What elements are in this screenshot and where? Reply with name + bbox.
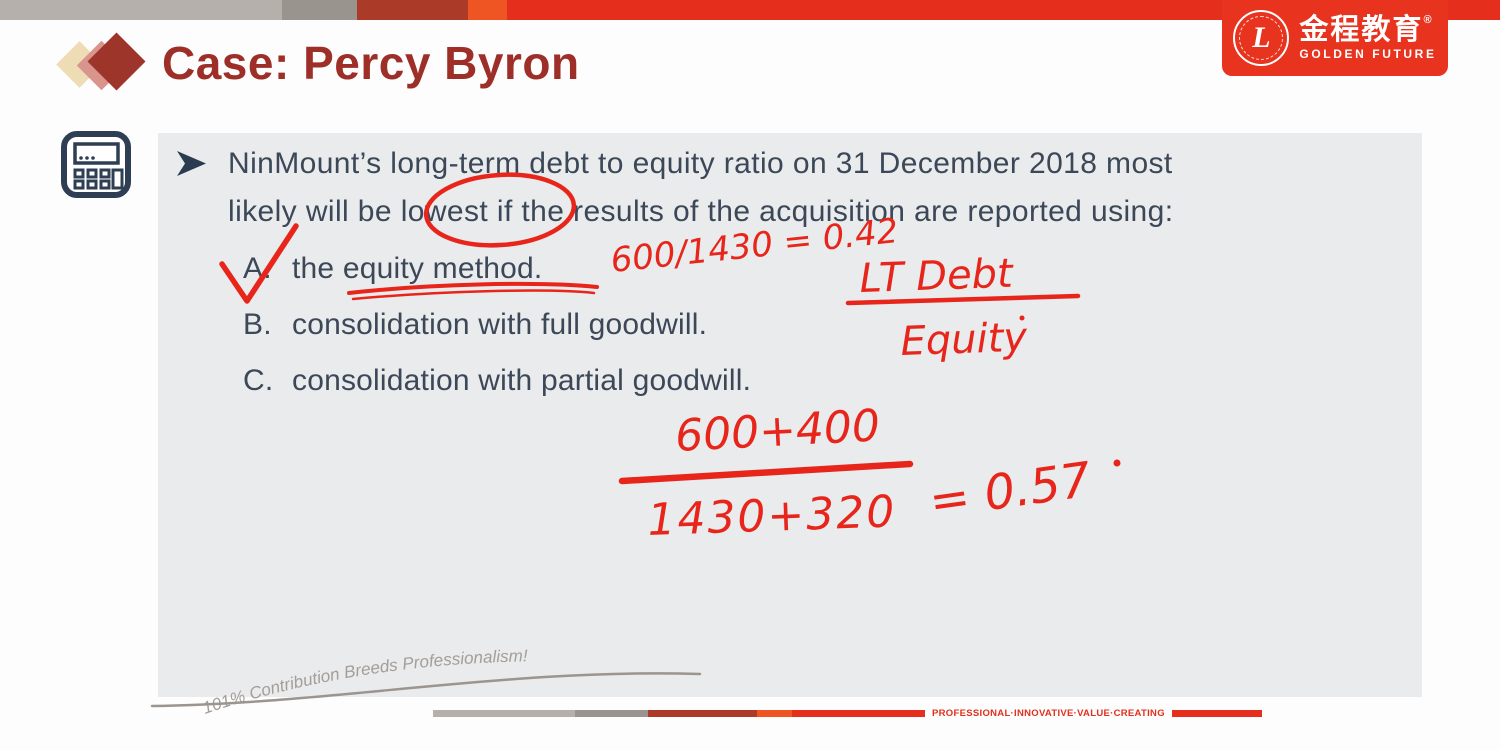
page-title: Case: Percy Byron	[162, 37, 580, 89]
calculator-icon	[60, 131, 132, 199]
question-line-2: likely will be lowest if the results of …	[228, 195, 1174, 228]
footer-segment-red-end	[1171, 709, 1262, 717]
footer-segment-orange	[757, 709, 792, 717]
top-bar-segment-orange	[468, 0, 507, 20]
option-row-b: B. consolidation with full goodwill.	[243, 308, 707, 342]
brand-seal-letter: L	[1252, 21, 1271, 54]
brand-name-en: GOLDEN FUTURE	[1299, 47, 1437, 62]
top-bar-segment-gray-light	[0, 0, 282, 20]
footer-segment-gray-light	[433, 709, 575, 717]
option-row-a: A. the equity method.	[243, 252, 542, 286]
footer-bar: PROFESSIONAL·INNOVATIVE·VALUE·CREATING	[433, 707, 1262, 719]
top-bar-segment-dark-red	[357, 0, 468, 20]
question-line-1: NinMount’s long-term debt to equity rati…	[228, 147, 1173, 180]
brand-name-cn: 金程教育®	[1299, 13, 1434, 46]
footer-segment-gray	[575, 709, 648, 717]
option-b-marker: B.	[243, 308, 272, 341]
option-a-marker: A.	[243, 252, 272, 285]
brand-seal-icon: L	[1233, 10, 1290, 66]
registered-mark: ®	[1423, 13, 1434, 26]
option-c-text: consolidation with partial goodwill.	[292, 364, 752, 397]
top-bar-segment-gray	[282, 0, 357, 20]
brand-name-cn-text: 金程教育	[1299, 13, 1424, 46]
footer-segment-dark-red	[648, 709, 757, 717]
option-row-c: C. consolidation with partial goodwill.	[243, 364, 751, 398]
footer-segment-red	[792, 709, 925, 717]
content-panel	[158, 133, 1422, 697]
footer-tagline: PROFESSIONAL·INNOVATIVE·VALUE·CREATING	[932, 707, 1165, 719]
option-b-text: consolidation with full goodwill.	[292, 308, 708, 341]
option-a-text: the equity method.	[292, 252, 543, 285]
brand-logo: L 金程教育® GOLDEN FUTURE	[1222, 0, 1448, 76]
option-c-marker: C.	[243, 364, 274, 397]
brand-logo-text: 金程教育® GOLDEN FUTURE	[1299, 13, 1437, 62]
